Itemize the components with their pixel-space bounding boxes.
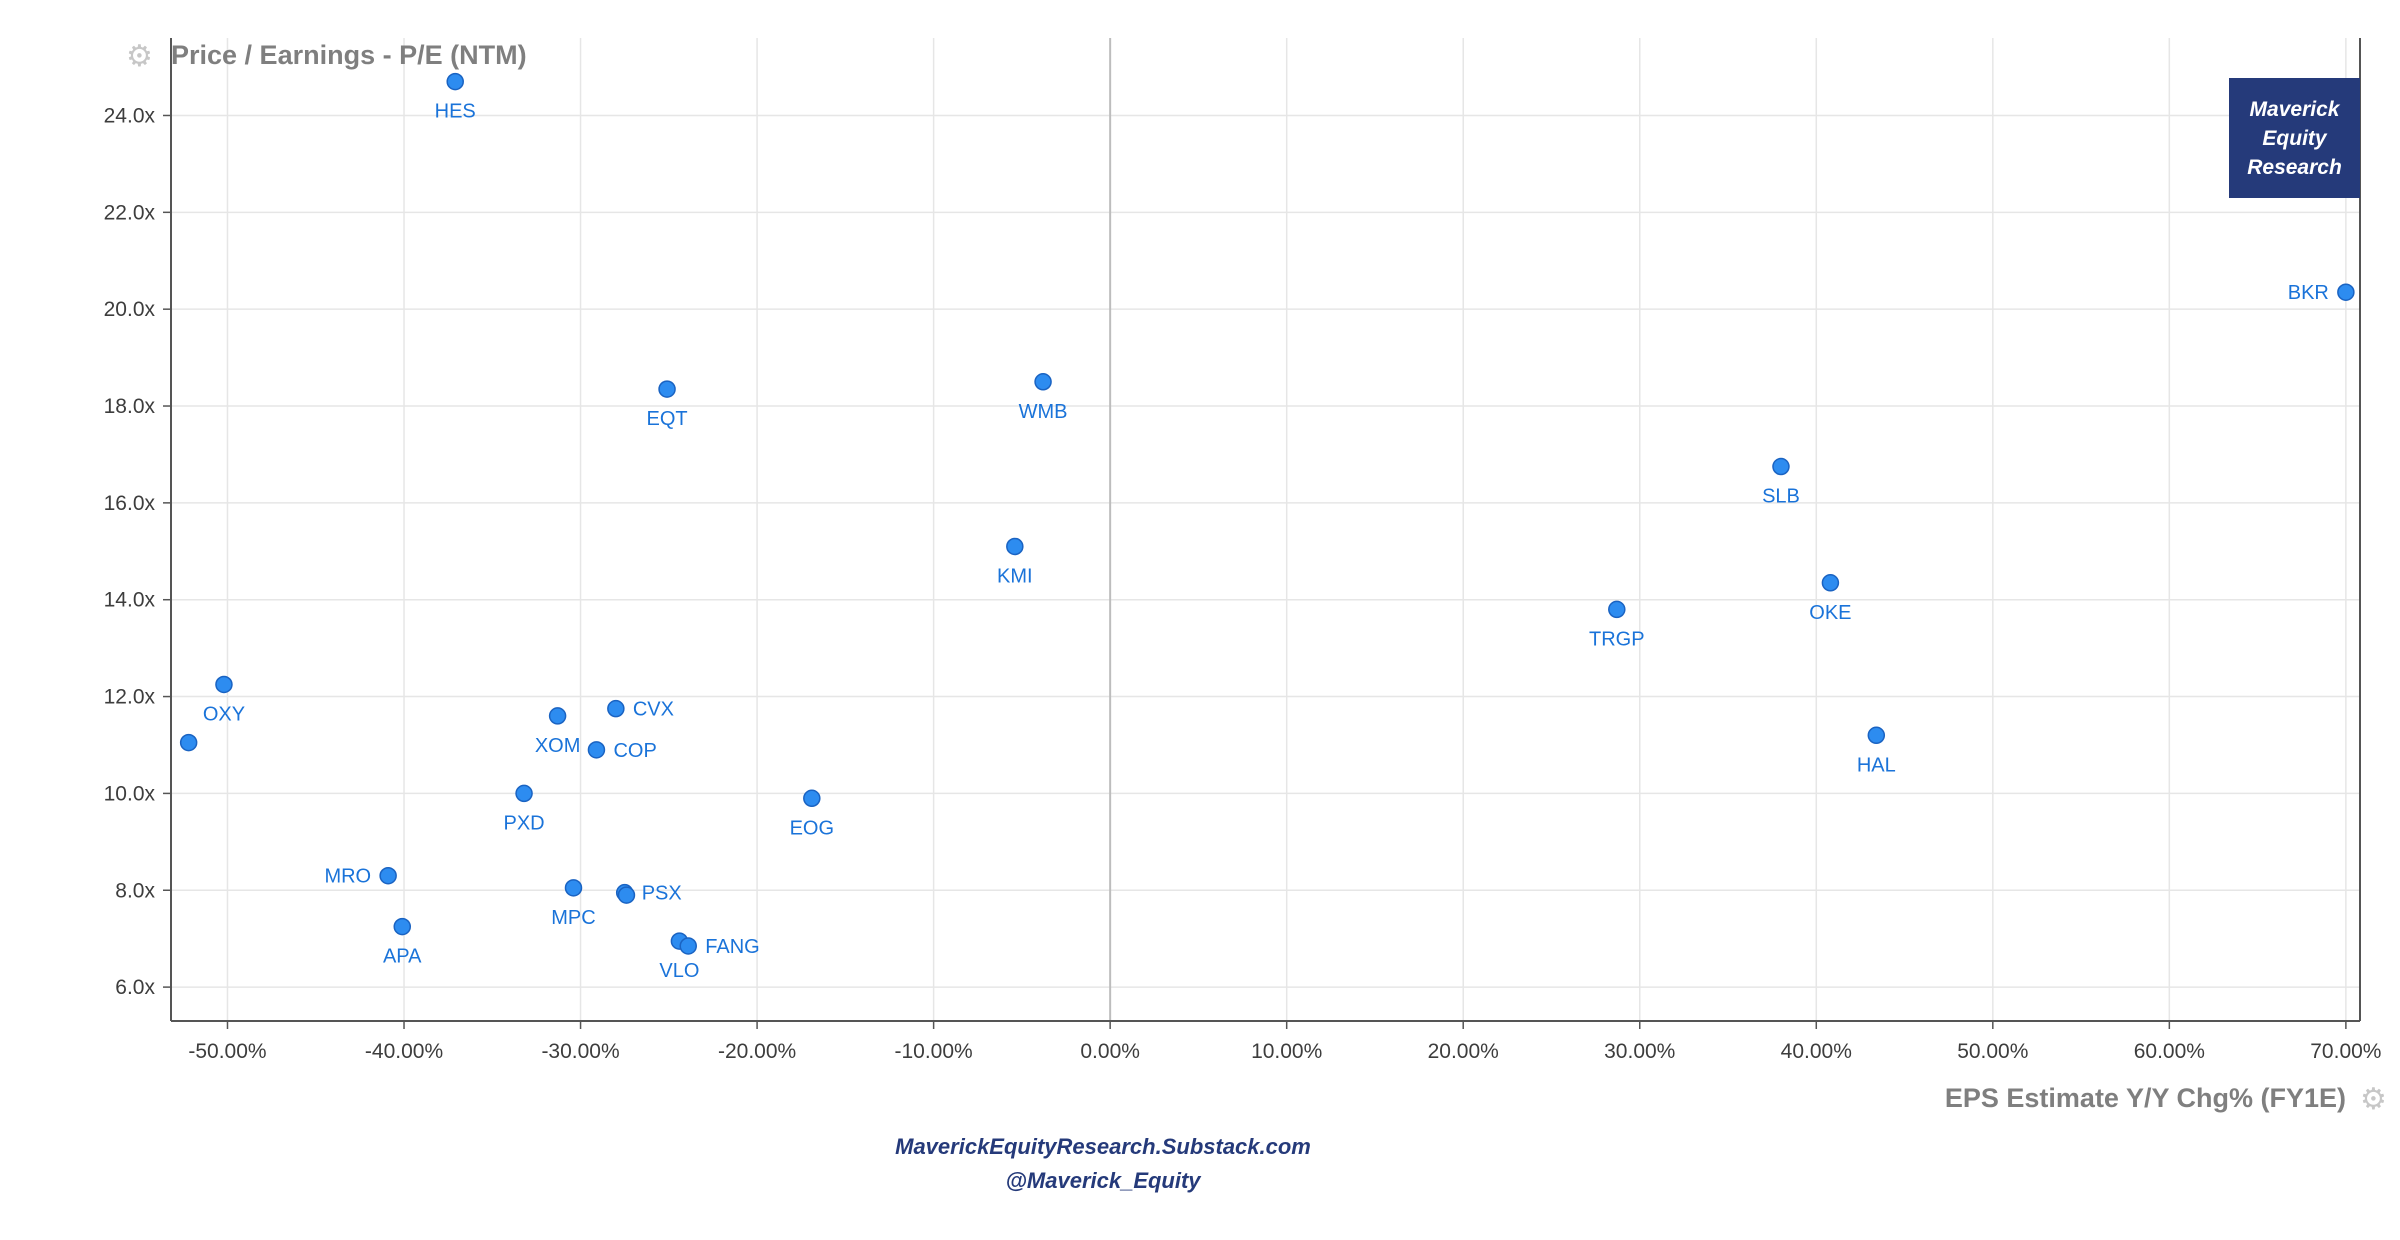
x-tick-label: -10.00% — [895, 1040, 973, 1063]
label-wmb: WMB — [1019, 401, 1068, 423]
label-xom: XOM — [535, 735, 581, 757]
label-psx: PSX — [642, 883, 682, 905]
label-trgp: TRGP — [1589, 628, 1645, 650]
x-tick-label: 60.00% — [2134, 1040, 2205, 1063]
point-cvx[interactable] — [607, 699, 625, 718]
label-hal: HAL — [1857, 754, 1896, 776]
footer-site[interactable]: MaverickEquityResearch.Substack.com — [895, 1134, 1311, 1159]
y-tick-label: 24.0x — [104, 104, 156, 127]
label-cvx: CVX — [633, 699, 674, 721]
data-point-labels: HES EQT WMB KMI BKR SLB OKE TRGP HAL OXY XOM CVX COP… — [203, 101, 2329, 983]
gear-icon[interactable]: ⚙ — [126, 39, 153, 74]
point-xom[interactable] — [548, 707, 567, 725]
point-slb[interactable] — [1772, 457, 1790, 476]
x-tick-label: 30.00% — [1604, 1040, 1675, 1063]
label-slb: SLB — [1762, 486, 1800, 508]
x-tick-label: 0.00% — [1080, 1040, 1140, 1063]
label-cop: COP — [613, 740, 656, 762]
footer-handle[interactable]: @Maverick_Equity — [1005, 1168, 1201, 1193]
watermark-line-1: Maverick — [2249, 97, 2340, 121]
label-pxd: PXD — [504, 812, 545, 834]
axes — [163, 38, 2361, 1029]
point-wmb[interactable] — [1034, 373, 1052, 391]
x-tick-label: 10.00% — [1251, 1040, 1322, 1063]
point-trgp[interactable] — [1608, 600, 1626, 619]
x-tick-label: -50.00% — [188, 1040, 266, 1063]
x-tick-label: -20.00% — [718, 1040, 796, 1063]
label-kmi: KMI — [997, 565, 1033, 587]
x-tick-label: 40.00% — [1781, 1040, 1852, 1063]
y-tick-label: 8.0x — [115, 879, 155, 902]
point-fang[interactable] — [679, 937, 697, 955]
y-tick-label: 22.0x — [104, 201, 156, 224]
y-tick-label: 20.0x — [104, 298, 156, 321]
label-mro: MRO — [324, 866, 371, 888]
label-eqt: EQT — [646, 408, 687, 430]
point-hes[interactable] — [446, 72, 464, 91]
watermark-line-3: Research — [2247, 155, 2342, 179]
data-points — [179, 72, 2355, 955]
point-mpc[interactable] — [564, 879, 583, 897]
y-tick-label: 16.0x — [104, 492, 156, 515]
x-tick-label: -30.00% — [541, 1040, 619, 1063]
point-kmi[interactable] — [1006, 537, 1024, 556]
label-bkr: BKR — [2288, 282, 2329, 304]
label-oke: OKE — [1809, 602, 1851, 624]
x-tick-label: -40.00% — [365, 1040, 443, 1063]
x-axis-title: EPS Estimate Y/Y Chg% (FY1E) — [1945, 1083, 2346, 1113]
label-apa: APA — [383, 946, 422, 968]
x-tick-label: 70.00% — [2310, 1040, 2381, 1063]
label-eog: EOG — [790, 817, 834, 839]
watermark-line-2: Equity — [2262, 126, 2327, 150]
point-hal[interactable] — [1867, 726, 1886, 745]
y-tick-label: 14.0x — [104, 589, 156, 612]
chart-title: Price / Earnings - P/E (NTM) — [171, 40, 527, 70]
point-mro[interactable] — [379, 866, 397, 885]
label-fang: FANG — [705, 936, 759, 958]
point-unlabeled[interactable] — [617, 886, 636, 904]
x-tick-label: 20.00% — [1428, 1040, 1499, 1063]
point-oxy[interactable] — [215, 675, 233, 694]
y-tick-labels: 6.0x 8.0x 10.0x 12.0x 14.0x 16.0x 18.0x 20.0x 22… — [104, 104, 156, 999]
point-bkr[interactable] — [2337, 283, 2355, 301]
label-mpc: MPC — [551, 907, 595, 929]
gear-icon[interactable]: ⚙ — [2360, 1082, 2387, 1117]
point-eog[interactable] — [803, 789, 821, 808]
x-tick-labels: -50.00% -40.00% -30.00% -20.00% -10.00% 0.00%… — [188, 1040, 2381, 1063]
y-tick-label: 6.0x — [115, 976, 155, 999]
y-tick-label: 12.0x — [104, 686, 156, 709]
watermark-badge: Maverick Equity Research — [2229, 78, 2360, 198]
label-vlo: VLO — [659, 960, 699, 982]
point-pxd[interactable] — [515, 784, 533, 803]
point-unlabeled[interactable] — [179, 733, 198, 752]
point-cop[interactable] — [587, 741, 606, 759]
point-eqt[interactable] — [658, 380, 676, 398]
label-hes: HES — [435, 101, 476, 123]
x-tick-label: 50.00% — [1957, 1040, 2028, 1063]
point-apa[interactable] — [393, 917, 412, 936]
y-tick-label: 18.0x — [104, 395, 156, 418]
label-oxy: OXY — [203, 703, 245, 725]
grid-lines — [171, 38, 2360, 1021]
y-tick-label: 10.0x — [104, 782, 156, 805]
point-oke[interactable] — [1821, 574, 1840, 592]
